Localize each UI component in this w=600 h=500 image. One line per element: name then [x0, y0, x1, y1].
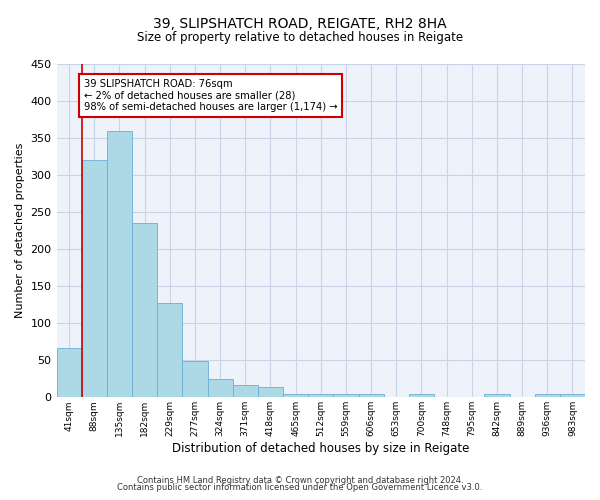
Bar [484, 394, 509, 398]
Bar [157, 303, 182, 398]
Bar [107, 130, 132, 398]
Y-axis label: Number of detached properties: Number of detached properties [15, 143, 25, 318]
Bar [208, 379, 233, 398]
Bar [258, 387, 283, 398]
X-axis label: Distribution of detached houses by size in Reigate: Distribution of detached houses by size … [172, 442, 469, 455]
Text: 39 SLIPSHATCH ROAD: 76sqm
← 2% of detached houses are smaller (28)
98% of semi-d: 39 SLIPSHATCH ROAD: 76sqm ← 2% of detach… [84, 79, 337, 112]
Bar [308, 394, 334, 398]
Text: Size of property relative to detached houses in Reigate: Size of property relative to detached ho… [137, 31, 463, 44]
Bar [56, 348, 82, 398]
Bar [82, 160, 107, 398]
Bar [283, 394, 308, 398]
Bar [409, 394, 434, 398]
Bar [535, 394, 560, 398]
Bar [359, 394, 383, 398]
Bar [182, 361, 208, 398]
Bar [560, 394, 585, 398]
Text: Contains public sector information licensed under the Open Government Licence v3: Contains public sector information licen… [118, 484, 482, 492]
Text: Contains HM Land Registry data © Crown copyright and database right 2024.: Contains HM Land Registry data © Crown c… [137, 476, 463, 485]
Bar [233, 384, 258, 398]
Bar [334, 394, 359, 398]
Text: 39, SLIPSHATCH ROAD, REIGATE, RH2 8HA: 39, SLIPSHATCH ROAD, REIGATE, RH2 8HA [153, 18, 447, 32]
Bar [132, 223, 157, 398]
